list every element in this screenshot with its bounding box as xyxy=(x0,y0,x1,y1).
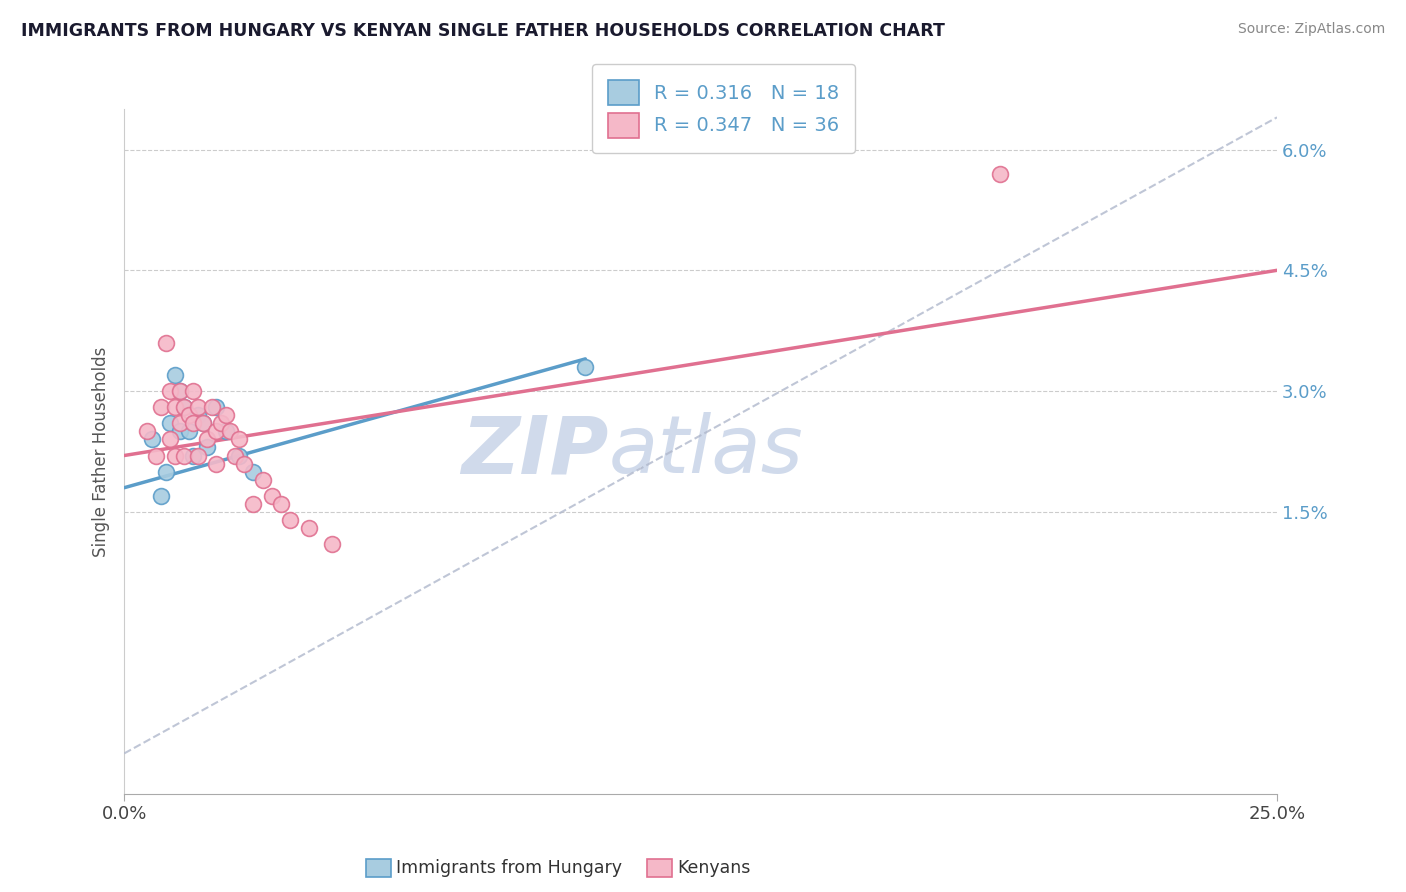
Point xyxy=(205,400,228,414)
Point xyxy=(224,449,246,463)
Point xyxy=(177,409,200,423)
Point xyxy=(163,368,186,382)
Point xyxy=(228,433,250,447)
Point xyxy=(187,400,209,414)
Point xyxy=(169,417,191,431)
Point xyxy=(219,425,242,439)
Point xyxy=(169,425,191,439)
Point xyxy=(141,433,163,447)
Point xyxy=(574,359,596,374)
Text: Immigrants from Hungary: Immigrants from Hungary xyxy=(396,859,623,877)
Point xyxy=(159,384,181,398)
Point xyxy=(252,473,274,487)
Text: ZIP: ZIP xyxy=(461,412,609,491)
Point xyxy=(215,409,238,423)
Point xyxy=(191,417,214,431)
Point xyxy=(136,425,159,439)
Point xyxy=(233,457,256,471)
Legend: R = 0.316   N = 18, R = 0.347   N = 36: R = 0.316 N = 18, R = 0.347 N = 36 xyxy=(592,64,855,153)
Point xyxy=(242,465,264,479)
Point xyxy=(242,497,264,511)
Point xyxy=(163,400,186,414)
Point xyxy=(195,441,218,455)
Point xyxy=(155,465,177,479)
Point xyxy=(159,433,181,447)
Point xyxy=(187,449,209,463)
Text: IMMIGRANTS FROM HUNGARY VS KENYAN SINGLE FATHER HOUSEHOLDS CORRELATION CHART: IMMIGRANTS FROM HUNGARY VS KENYAN SINGLE… xyxy=(21,22,945,40)
Point xyxy=(205,457,228,471)
Text: Kenyans: Kenyans xyxy=(678,859,751,877)
Point xyxy=(155,335,177,350)
Point xyxy=(298,521,321,535)
Point xyxy=(145,449,167,463)
Point xyxy=(159,417,181,431)
Point xyxy=(191,417,214,431)
Point xyxy=(150,489,173,503)
Point xyxy=(177,425,200,439)
Point xyxy=(183,384,205,398)
Point xyxy=(195,433,218,447)
Point xyxy=(183,417,205,431)
Point xyxy=(169,384,191,398)
Point xyxy=(173,400,195,414)
Point xyxy=(260,489,283,503)
Point xyxy=(270,497,292,511)
Point xyxy=(183,449,205,463)
Point xyxy=(173,449,195,463)
Point xyxy=(173,400,195,414)
Point xyxy=(150,400,173,414)
Point xyxy=(278,513,301,527)
Point xyxy=(228,449,250,463)
Y-axis label: Single Father Households: Single Father Households xyxy=(93,346,110,557)
Point xyxy=(163,449,186,463)
Text: atlas: atlas xyxy=(609,412,803,491)
Point xyxy=(209,417,232,431)
Point xyxy=(205,425,228,439)
Point xyxy=(187,409,209,423)
Point xyxy=(169,384,191,398)
Point xyxy=(321,537,343,551)
Text: Source: ZipAtlas.com: Source: ZipAtlas.com xyxy=(1237,22,1385,37)
Point xyxy=(201,400,224,414)
Point xyxy=(988,167,1011,181)
Point xyxy=(215,425,238,439)
